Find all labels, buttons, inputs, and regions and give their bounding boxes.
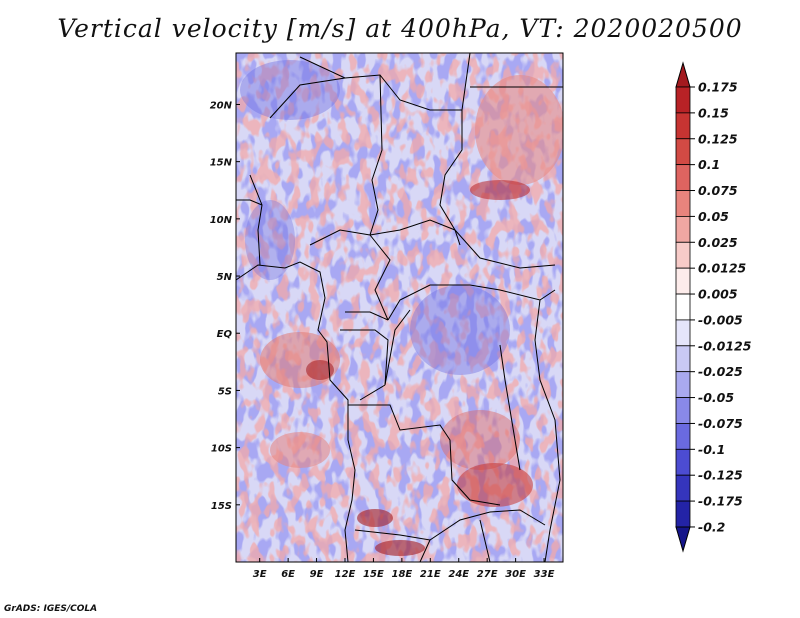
colorbar-segment: [675, 293, 691, 321]
lon-tick-label: 9E: [310, 569, 324, 580]
colorbar-segment: [675, 190, 691, 217]
colorbar-label: -0.1: [698, 442, 725, 457]
colorbar-segment: [675, 138, 691, 166]
colorbar-segment: [675, 319, 691, 347]
lon-tick-label: 3E: [253, 569, 267, 580]
lat-tick-label: 5S: [218, 386, 232, 397]
map-frame: [235, 52, 564, 563]
vertical-velocity-map: [236, 53, 563, 562]
grads-credit: GrADS: IGES/COLA: [4, 604, 98, 614]
colorbar-label: 0.0125: [698, 261, 747, 276]
colorbar-label: -0.005: [698, 312, 743, 327]
latitude-axis: 20N 15N 10N 5N EQ 5S 10S 15S: [210, 100, 240, 512]
longitude-axis: 3E 6E 9E 12E 15E 18E 21E 24E 27E 30E 33E: [253, 558, 555, 580]
lat-tick-label: 10S: [211, 444, 232, 455]
field-patches: [240, 60, 563, 556]
colorbar-segment: [675, 267, 691, 295]
lat-tick-label: 15S: [211, 501, 232, 512]
colorbar-label: 0.15: [698, 105, 729, 120]
lon-tick-label: 15E: [363, 569, 384, 580]
lat-tick-label: 10N: [210, 215, 233, 226]
colorbar-label: 0.05: [698, 209, 729, 224]
colorbar-label: 0.175: [698, 80, 738, 95]
lon-tick-label: 21E: [420, 569, 441, 580]
country-boundaries: [236, 53, 563, 562]
colorbar-segment: [675, 371, 691, 398]
colorbar-segment: [675, 500, 691, 528]
colorbar-segment: [675, 86, 691, 114]
lat-tick-label: 15N: [210, 158, 233, 169]
colorbar-segment: [675, 164, 691, 191]
lon-tick-label: 12E: [335, 569, 356, 580]
colorbar-segment: [675, 112, 691, 140]
lon-tick-label: 27E: [477, 569, 498, 580]
chart-title: Vertical velocity [m/s] at 400hPa, VT: 2…: [57, 14, 743, 43]
lat-tick-label: 5N: [217, 272, 233, 283]
colorbar-label: -0.075: [698, 416, 743, 431]
colorbar-top-arrow: [675, 61, 691, 88]
colorbar-label: -0.0125: [698, 338, 752, 353]
colorbar-label: -0.2: [698, 519, 725, 534]
colorbar-segment: [675, 397, 691, 424]
colorbar-segment: [675, 345, 691, 373]
colorbar-label: 0.025: [698, 235, 738, 250]
colorbar-segment: [675, 423, 691, 450]
colorbar-label: -0.125: [698, 468, 743, 483]
colorbar-label: 0.1: [698, 157, 720, 172]
colorbar-label: 0.125: [698, 131, 738, 146]
colorbar-label: -0.05: [698, 390, 734, 405]
colorbar-segment: [675, 215, 691, 243]
colorbar-label: -0.025: [698, 364, 743, 379]
colorbar-label: -0.175: [698, 494, 743, 509]
lon-tick-label: 33E: [534, 569, 555, 580]
lon-tick-label: 24E: [448, 569, 469, 580]
lat-tick-label: 20N: [210, 100, 233, 111]
colorbar-segment: [675, 448, 691, 476]
colorbar-bottom-arrow: [675, 526, 691, 553]
colorbar: 0.175 0.15 0.125 0.1 0.075 0.05 0.025 0.0125 0.0…: [675, 61, 752, 553]
lon-tick-label: 18E: [391, 569, 412, 580]
colorbar-label: 0.075: [698, 183, 738, 198]
colorbar-label: 0.005: [698, 287, 738, 302]
lon-tick-label: 30E: [505, 569, 526, 580]
colorbar-segment: [675, 474, 691, 502]
colorbar-segment: [675, 241, 691, 269]
lon-tick-label: 6E: [281, 569, 295, 580]
lat-tick-label: EQ: [217, 329, 233, 340]
